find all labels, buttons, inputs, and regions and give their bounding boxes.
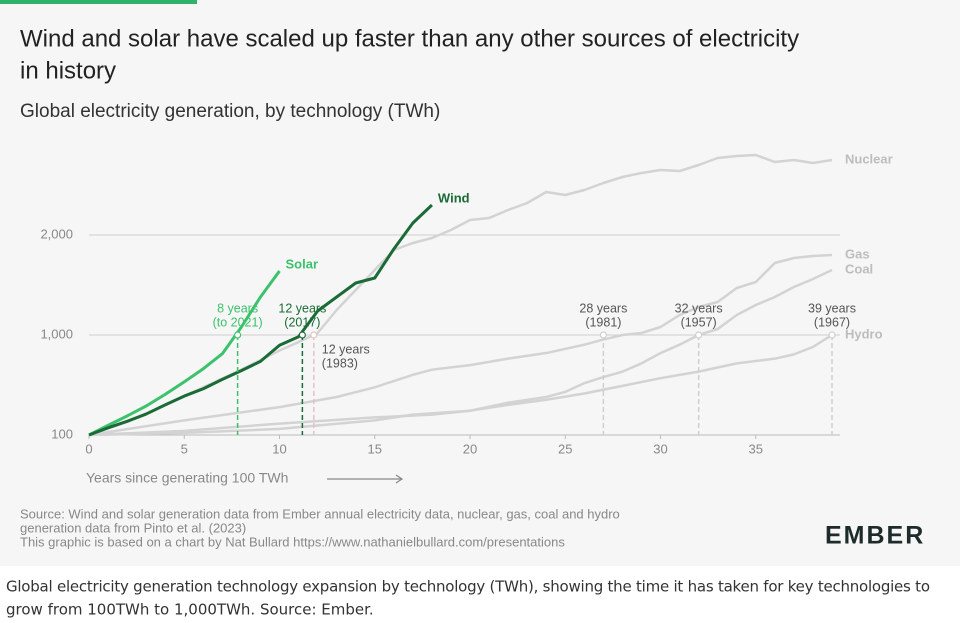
- annotation-point: [828, 331, 836, 339]
- annotation-text: (1957): [681, 315, 717, 329]
- series-label: Solar: [286, 256, 319, 271]
- series-label: Nuclear: [845, 151, 893, 166]
- annotation-text: 8 years: [217, 301, 258, 315]
- x-arrow: [327, 474, 404, 484]
- y-tick-label: 1,000: [40, 326, 73, 341]
- chart-title: in history: [20, 57, 116, 84]
- annotation-text: 12 years: [322, 342, 370, 356]
- logo: EMBER: [825, 522, 925, 550]
- annotation-text: (1967): [814, 315, 850, 329]
- x-tick-label: 25: [558, 441, 572, 456]
- series-label: Wind: [438, 190, 470, 205]
- x-tick-label: 15: [368, 441, 382, 456]
- x-tick-label: 35: [749, 441, 763, 456]
- annotation-text: (to 2021): [213, 315, 263, 329]
- source-note: generation data from Pinto et al. (2023): [20, 520, 246, 535]
- series-line: [88, 253, 833, 437]
- series-line: [88, 203, 433, 437]
- caption: grow from 100TWh to 1,000TWh. Source: Em…: [6, 601, 374, 619]
- annotation-point: [695, 331, 703, 339]
- caption: Global electricity generation technology…: [6, 578, 930, 596]
- annotation-text: (1981): [585, 315, 621, 329]
- x-tick-label: 0: [85, 441, 92, 456]
- chart-title: Wind and solar have scaled up faster tha…: [20, 25, 799, 52]
- annotation-text: 39 years: [808, 301, 856, 315]
- chart-background: [0, 0, 960, 566]
- x-tick-label: 20: [463, 441, 477, 456]
- source-note: Source: Wind and solar generation data f…: [20, 506, 620, 521]
- x-tick-label: 30: [653, 441, 667, 456]
- x-tick-label: 10: [272, 441, 286, 456]
- series-label: Coal: [845, 261, 873, 276]
- annotation-text: (2017): [284, 315, 320, 329]
- x-tick-label: 5: [181, 441, 188, 456]
- accent-bar: [0, 0, 197, 4]
- annotation-text: 12 years: [278, 301, 326, 315]
- series-line: [88, 153, 833, 437]
- series-line: [88, 270, 281, 437]
- annotation-point: [234, 331, 242, 339]
- annotation-text: (1983): [322, 356, 358, 370]
- source-note: This graphic is based on a chart by Nat …: [20, 534, 565, 549]
- annotation-text: 32 years: [675, 301, 723, 315]
- annotation-point: [310, 331, 318, 339]
- annotation-point: [599, 331, 607, 339]
- series-label: Hydro: [845, 326, 883, 341]
- series-line: [88, 333, 833, 437]
- chart-subtitle: Global electricity generation, by techno…: [20, 101, 440, 122]
- annotation-text: 28 years: [579, 301, 627, 315]
- y-tick-label: 2,000: [40, 226, 73, 241]
- y-tick-label: 100: [51, 426, 73, 441]
- x-axis-label: Years since generating 100 TWh: [86, 470, 288, 486]
- annotation-point: [298, 331, 306, 339]
- series-label: Gas: [845, 246, 870, 261]
